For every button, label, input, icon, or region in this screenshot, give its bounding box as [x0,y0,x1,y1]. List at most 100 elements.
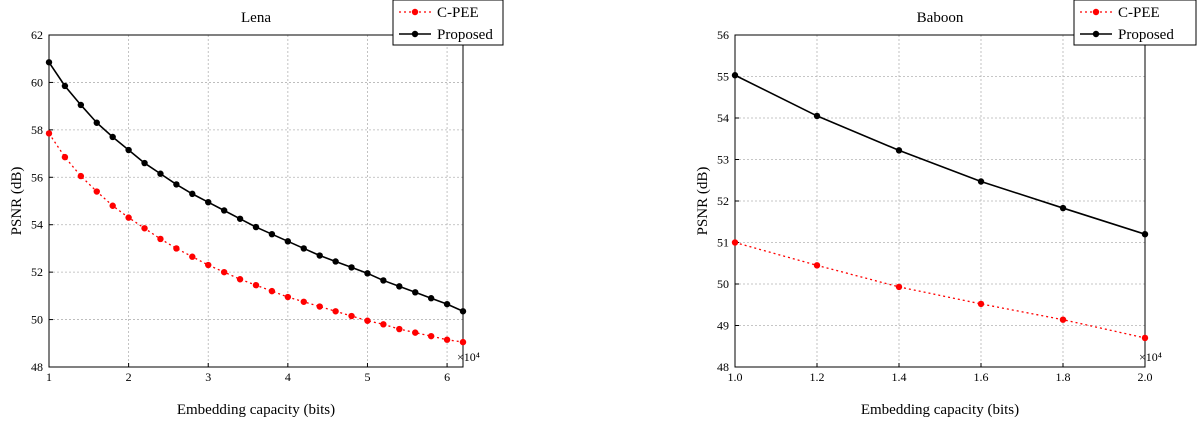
data-point [77,101,85,109]
y-tick-label: 53 [717,153,729,167]
data-point [252,223,260,231]
legend-label: C-PEE [1118,5,1160,21]
legend-swatch-marker [411,30,419,38]
data-point [412,329,419,336]
series-c-pee [731,239,1149,342]
legend: C-PEE Proposed [1073,0,1197,46]
series-line [734,74,1146,235]
data-point [77,172,85,180]
data-point [300,245,307,252]
data-point [141,159,148,167]
y-tick-label: 51 [717,236,729,250]
data-point [396,283,403,290]
data-point [268,231,276,238]
x-tick-label: 6 [444,370,450,384]
y-tick-label: 48 [31,360,43,374]
data-point [300,298,307,305]
lena-chart: 1 2 3 4 5 64850525456586062×10⁴LenaEmbedding … [9,0,504,418]
data-point [895,147,903,154]
y-tick-label: 60 [31,75,43,89]
data-point [189,253,196,260]
y-tick-label: 55 [717,70,729,84]
x-multiplier-label: ×10⁴ [457,350,480,364]
y-tick-label: 56 [31,170,43,184]
data-point [141,225,148,232]
data-point [895,283,903,291]
data-point [236,215,244,222]
data-point [252,281,260,289]
data-point [61,82,69,90]
data-point [157,170,164,177]
data-point [364,270,371,277]
data-point [1141,231,1149,238]
data-point [332,308,339,315]
chart-title: Lena [241,10,271,26]
data-point [173,245,180,252]
data-point [61,153,69,161]
y-tick-label: 54 [717,111,729,125]
data-point [443,336,451,343]
legend-label: Proposed [1118,27,1174,43]
series-line [734,241,1146,339]
y-tick-label: 52 [31,265,43,279]
data-point [731,72,739,79]
baboon-chart: 1.0 1.2 1.4 1.6 1.8 2.0 48 49 50 51 52 53 54 55 56 ×10⁴… [695,0,1197,418]
data-point [977,300,985,308]
legend-swatch-marker [411,8,419,16]
x-tick-label: 1.4 [892,370,907,384]
data-point [364,317,371,324]
data-point [93,119,100,126]
data-point [220,268,228,276]
y-tick-label: 50 [31,313,43,327]
data-point [220,207,228,214]
x-multiplier-label: ×10⁴ [1139,350,1162,364]
y-tick-label: 62 [31,28,43,42]
data-point [45,130,53,137]
legend-label: C-PEE [437,5,479,21]
x-axis-label: Embedding capacity (bits) [861,402,1019,418]
data-point [268,287,276,295]
data-point [109,202,116,209]
y-tick-label: 52 [717,194,729,208]
data-point [380,277,387,284]
x-tick-label: 1.8 [1056,370,1071,384]
y-axis-label: PSNR (dB) [695,167,711,236]
data-point [332,258,339,265]
x-tick-label: 1.0 [728,370,743,384]
x-tick-label: 1 [46,370,52,384]
y-tick-label: 58 [31,123,43,137]
legend-swatch-marker [1092,8,1100,16]
data-point [813,262,821,269]
data-point [348,264,355,271]
data-point [396,325,403,333]
data-point [977,178,985,185]
y-axis-label: PSNR (dB) [9,167,25,236]
data-point [316,252,323,259]
legend-label: Proposed [437,27,493,43]
data-point [109,133,116,141]
data-point [284,293,292,301]
data-point [125,214,132,221]
data-point [459,308,467,315]
data-point [284,238,292,245]
data-point [380,321,387,328]
data-point [1141,334,1149,342]
series-proposed [45,59,467,315]
data-point [731,239,739,246]
data-point [427,332,435,340]
data-point [459,338,467,346]
y-tick-label: 54 [31,218,43,232]
plot-frame [48,34,464,368]
data-point [1059,316,1067,323]
x-tick-label: 4 [285,370,291,384]
data-point [93,188,100,195]
y-tick-label: 48 [717,360,729,374]
data-point [205,198,212,206]
data-point [205,261,212,269]
data-point [236,276,244,283]
series-proposed [731,72,1149,238]
data-point [813,112,821,120]
data-point [316,303,323,310]
x-tick-label: 5 [364,370,370,384]
data-point [157,235,164,243]
